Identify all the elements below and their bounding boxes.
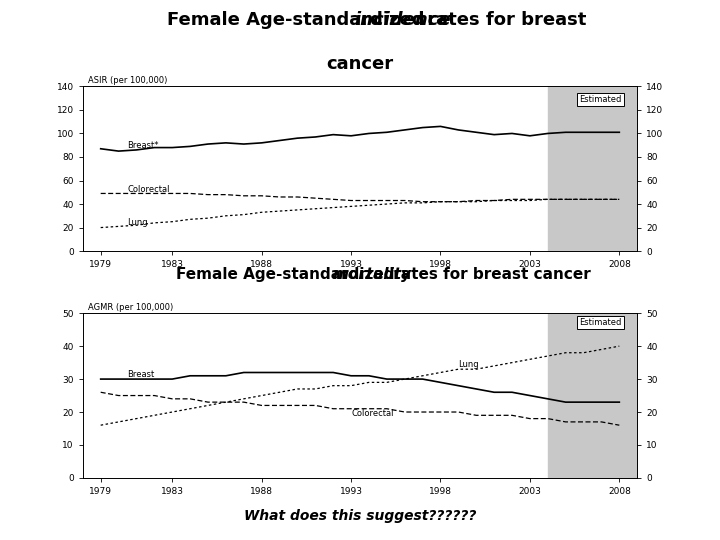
Text: Lung: Lung	[459, 360, 479, 369]
Text: Colorectal: Colorectal	[127, 185, 170, 194]
Bar	[548, 86, 655, 251]
Text: What does this suggest??????: What does this suggest??????	[244, 509, 476, 523]
Text: cancer: cancer	[326, 55, 394, 73]
Text: rates for breast cancer: rates for breast cancer	[388, 267, 590, 281]
Text: Female Age-standardized: Female Age-standardized	[167, 11, 431, 29]
Text: Breast: Breast	[127, 370, 155, 380]
Text: Lung: Lung	[127, 218, 148, 227]
Text: mortality: mortality	[332, 267, 411, 281]
Text: Estimated: Estimated	[580, 318, 621, 327]
Text: Breast*: Breast*	[127, 140, 159, 150]
Text: Estimated: Estimated	[580, 94, 621, 104]
Text: Female Age-standardized: Female Age-standardized	[176, 267, 400, 281]
Bar	[548, 313, 655, 478]
Text: Colorectal: Colorectal	[351, 409, 394, 418]
Text: AGMR (per 100,000): AGMR (per 100,000)	[89, 302, 174, 312]
Text: incidence: incidence	[354, 11, 451, 29]
Text: rates for breast: rates for breast	[420, 11, 586, 29]
Text: ASIR (per 100,000): ASIR (per 100,000)	[89, 76, 168, 85]
